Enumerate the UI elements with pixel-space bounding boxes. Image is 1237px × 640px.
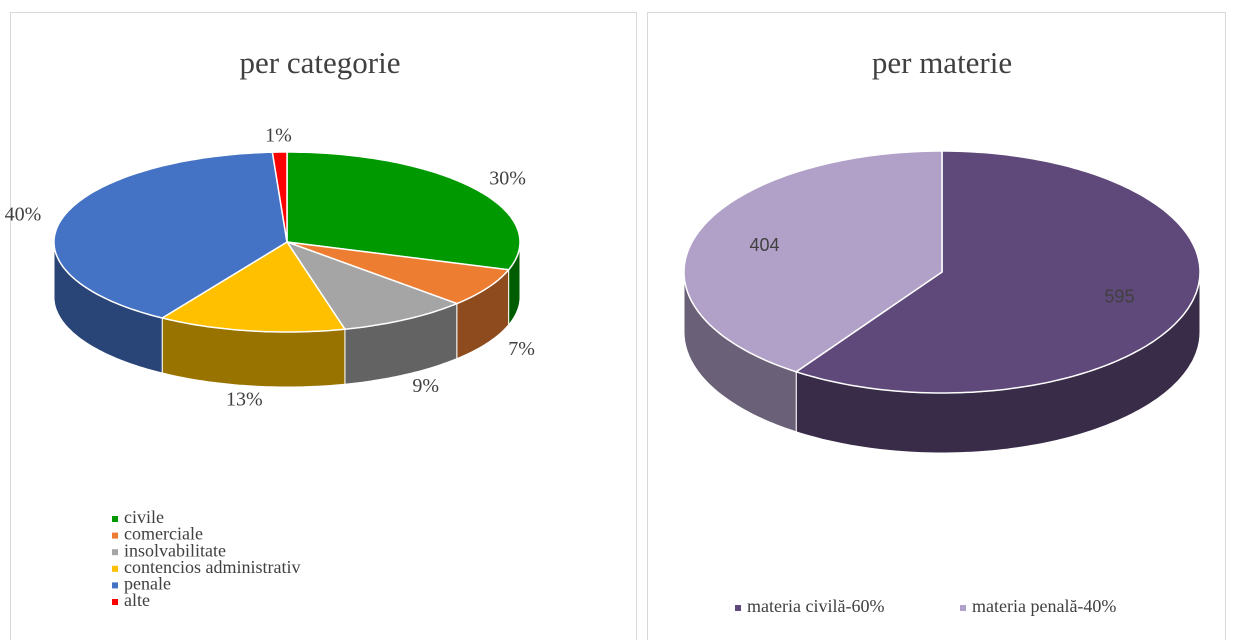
slice (683, 150, 943, 373)
slice (286, 241, 511, 305)
legend-swatch (112, 549, 118, 556)
slice (285, 240, 459, 330)
slices (683, 150, 1201, 394)
legend-label: materia penală-40% (972, 596, 1116, 616)
legend-label: penale (124, 574, 171, 594)
legend-swatch (112, 599, 118, 605)
legend-swatch (735, 605, 741, 611)
legend-swatch (112, 532, 118, 539)
data-label: 9% (412, 375, 439, 397)
chart-title: per categorie (240, 45, 401, 80)
data-label: 404 (750, 235, 780, 255)
legend-label: insolvabilitate (124, 540, 226, 560)
slice (794, 150, 1201, 394)
legend-swatch (960, 605, 966, 611)
data-label: 40% (5, 203, 42, 225)
data-label: 7% (508, 338, 535, 360)
legend-label: civile (124, 507, 164, 527)
data-label: 13% (226, 389, 263, 411)
legend-label: contencios administrativ (124, 557, 300, 577)
legend-label: comerciale (124, 524, 203, 544)
legend-label: alte (124, 590, 150, 610)
slice (271, 151, 288, 243)
data-label: 595 (1104, 287, 1134, 307)
legend-label: materia civilă-60% (747, 596, 884, 616)
slice (286, 151, 521, 271)
chart-title: per materie (872, 45, 1012, 80)
legend-swatch (112, 565, 118, 572)
slice (53, 151, 288, 319)
data-label: 30% (489, 168, 526, 190)
legend-swatch (112, 582, 118, 589)
legend-swatch (112, 516, 118, 522)
slices (53, 151, 521, 333)
data-label: 1% (265, 124, 292, 146)
side-walls (53, 242, 521, 388)
slice (160, 240, 347, 333)
